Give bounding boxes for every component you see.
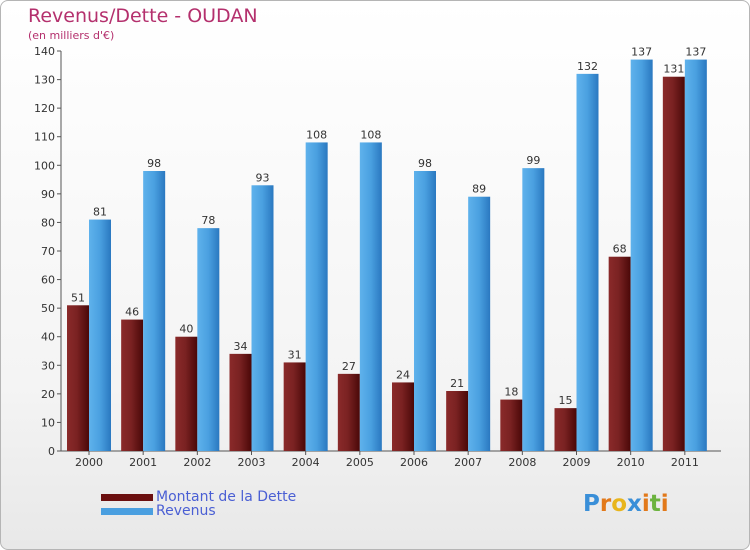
data-label: 24 xyxy=(396,368,410,381)
legend-item-dette: Montant de la Dette xyxy=(101,489,296,505)
y-tick-label: 80 xyxy=(41,216,55,229)
logo-letter: t xyxy=(649,491,661,517)
data-label: 132 xyxy=(577,60,598,73)
bar-revenus xyxy=(305,142,328,451)
data-label: 108 xyxy=(306,128,327,141)
y-tick-label: 70 xyxy=(41,245,55,258)
data-label: 15 xyxy=(559,394,573,407)
bar-dette xyxy=(283,362,306,451)
x-tick-label: 2009 xyxy=(563,456,591,469)
bar-dette xyxy=(608,256,631,451)
proxiti-logo: Proxiti xyxy=(583,491,669,517)
data-label: 46 xyxy=(125,306,139,319)
bar-dette xyxy=(662,76,685,451)
data-label: 40 xyxy=(179,323,193,336)
data-label: 137 xyxy=(685,46,706,59)
y-tick-label: 100 xyxy=(34,159,55,172)
data-label: 131 xyxy=(663,63,684,76)
data-label: 99 xyxy=(526,154,540,167)
bar-dette xyxy=(392,382,414,451)
bar-revenus xyxy=(143,171,166,451)
legend-label-revenus: Revenus xyxy=(156,503,216,519)
x-tick-label: 2006 xyxy=(400,456,428,469)
chart-title: Revenus/Dette - OUDAN xyxy=(28,5,258,27)
logo-letter: r xyxy=(599,491,612,517)
data-label: 27 xyxy=(342,360,356,373)
bar-revenus xyxy=(522,168,545,451)
y-tick-label: 60 xyxy=(41,274,55,287)
data-label: 98 xyxy=(147,157,161,170)
bar-dette xyxy=(121,319,144,451)
legend-swatch-revenus xyxy=(101,507,153,515)
bar-dette xyxy=(500,399,523,451)
y-tick-label: 0 xyxy=(48,445,55,458)
logo-letter: P xyxy=(583,491,600,517)
y-tick-label: 140 xyxy=(34,45,55,58)
bar-revenus xyxy=(684,59,707,451)
bar-dette xyxy=(446,391,469,451)
y-tick-label: 120 xyxy=(34,102,55,115)
data-label: 98 xyxy=(418,157,432,170)
y-tick-label: 50 xyxy=(41,302,55,315)
bar-revenus xyxy=(89,219,111,451)
bars xyxy=(67,59,707,452)
bar-revenus xyxy=(630,59,653,451)
bar-dette xyxy=(337,373,360,451)
data-label: 31 xyxy=(288,348,302,361)
legend-swatch-dette xyxy=(101,493,153,501)
data-label: 137 xyxy=(631,46,652,59)
bar-dette xyxy=(67,305,89,451)
bar-revenus xyxy=(576,73,599,451)
y-tick-label: 110 xyxy=(34,131,55,144)
data-label: 93 xyxy=(256,171,270,184)
chart-subtitle: (en milliers d'€) xyxy=(28,29,115,42)
data-label: 34 xyxy=(234,340,248,353)
logo-letter: i xyxy=(660,491,669,517)
x-tick-label: 2005 xyxy=(346,456,374,469)
y-tick-label: 20 xyxy=(41,388,55,401)
x-tick-label: 2003 xyxy=(238,456,266,469)
legend-item-revenus: Revenus xyxy=(101,503,216,519)
y-tick-label: 40 xyxy=(41,331,55,344)
data-labels: 51 81 46 98 40 78 34 93 31 108 27 108 24 98 21 89 18 99 15… xyxy=(71,46,706,408)
x-tick-label: 2004 xyxy=(292,456,320,469)
y-tick-label: 90 xyxy=(41,188,55,201)
y-tick-label: 30 xyxy=(41,359,55,372)
data-label: 68 xyxy=(613,243,627,256)
logo-letter: i xyxy=(641,491,650,517)
bar-dette xyxy=(175,336,198,451)
data-label: 18 xyxy=(504,386,518,399)
x-tick-label: 2002 xyxy=(183,456,211,469)
y-tick-label: 10 xyxy=(41,416,55,429)
data-label: 78 xyxy=(201,214,215,227)
data-label: 81 xyxy=(93,206,107,219)
x-tick-label: 2008 xyxy=(508,456,536,469)
logo-letter: o xyxy=(611,491,628,517)
data-label: 89 xyxy=(472,183,486,196)
data-label: 108 xyxy=(360,128,381,141)
legend-label-dette: Montant de la Dette xyxy=(156,489,297,505)
data-label: 51 xyxy=(71,291,85,304)
bar-revenus xyxy=(468,196,491,451)
bar-revenus xyxy=(359,142,382,451)
bar-dette xyxy=(229,353,252,451)
x-tick-label: 2011 xyxy=(671,456,699,469)
x-tick-label: 2007 xyxy=(454,456,482,469)
bar-revenus xyxy=(414,171,436,451)
bar-revenus xyxy=(251,185,274,452)
x-tick-label: 2001 xyxy=(129,456,157,469)
x-tick-label: 2000 xyxy=(75,456,103,469)
logo-letter: x xyxy=(627,491,642,517)
x-tick-label: 2010 xyxy=(617,456,645,469)
bar-dette xyxy=(554,408,577,451)
bar-revenus xyxy=(197,228,220,451)
y-tick-label: 130 xyxy=(34,74,55,87)
data-label: 21 xyxy=(450,377,464,390)
